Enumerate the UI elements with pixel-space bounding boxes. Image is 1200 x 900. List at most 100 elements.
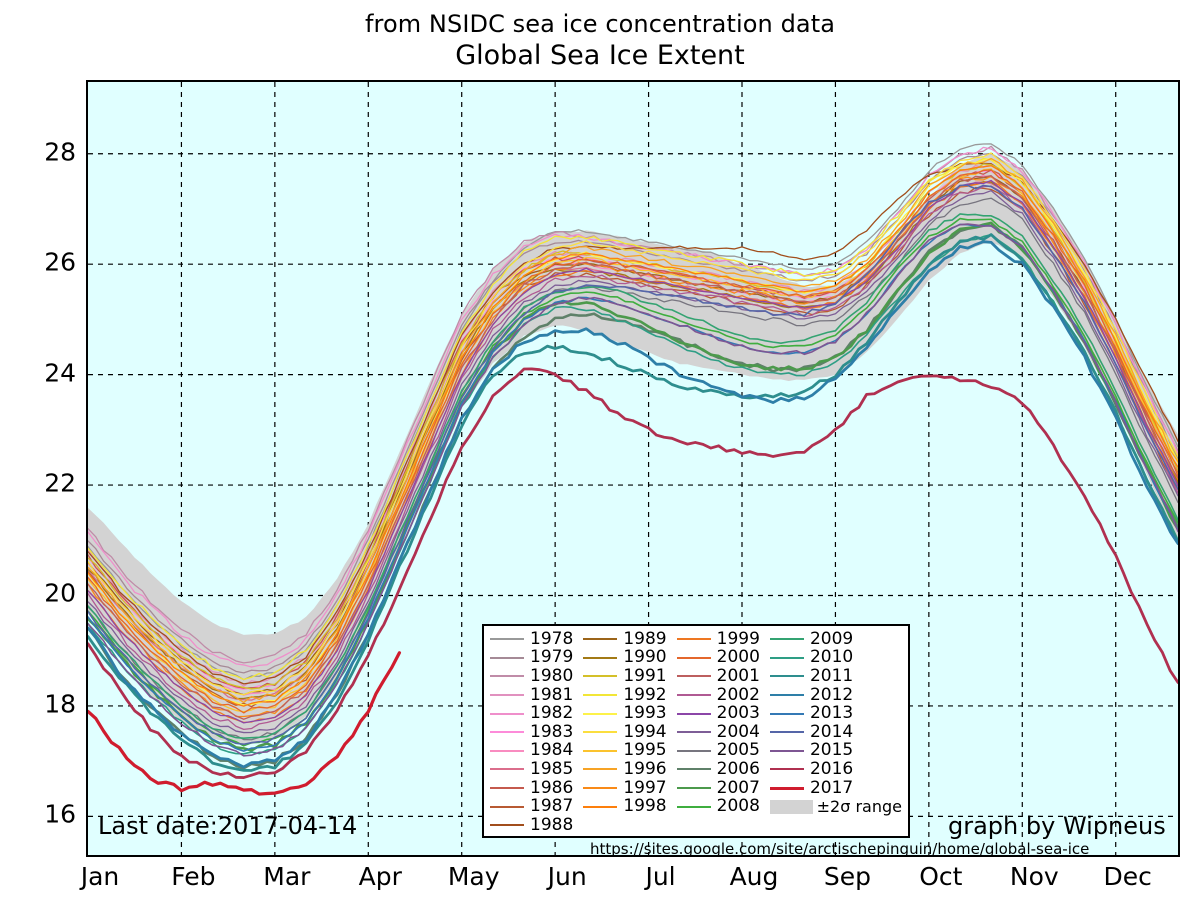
legend-item-1998[interactable]: 1998 (583, 797, 676, 816)
legend-item-1993[interactable]: 1993 (583, 704, 676, 723)
chart-legend: 1978 1979 1980 1981 1982 1983 1984 1985 1986 1987… (482, 624, 910, 838)
legend-swatch-1980 (490, 675, 524, 678)
legend-item-2001[interactable]: 2001 (676, 667, 770, 686)
legend-item-2000[interactable]: 2000 (676, 649, 770, 668)
legend-label-1996: 1996 (623, 758, 667, 779)
legend-item-2005[interactable]: 2005 (676, 742, 770, 761)
legend-swatch-2001 (676, 675, 711, 678)
legend-label-1997: 1997 (623, 777, 667, 798)
legend-swatch-1993 (583, 712, 618, 715)
legend-label-2007: 2007 (716, 777, 760, 798)
series-line-2016 (88, 367, 1178, 779)
legend-item-2004[interactable]: 2004 (676, 721, 770, 742)
legend-item-1996[interactable]: 1996 (583, 760, 676, 779)
legend-label-2017: 2017 (809, 777, 854, 798)
legend-item-1995[interactable]: 1995 (583, 742, 676, 761)
legend-swatch-1996 (583, 768, 618, 771)
legend-item-2002[interactable]: 2002 (676, 684, 770, 705)
legend-item-1987[interactable]: 1987 (490, 797, 583, 816)
legend-item-2006[interactable]: 2006 (676, 758, 770, 779)
last-date-annotation: Last date:2017-04-14 (98, 812, 358, 840)
legend-swatch-1989 (583, 638, 618, 641)
x-tick-dec: Dec (1103, 862, 1152, 891)
legend-label-2006: 2006 (716, 758, 760, 779)
legend-swatch-2007 (676, 787, 711, 790)
source-url: https://sites.google.com/site/arctischep… (590, 840, 1090, 858)
legend-label-2009: 2009 (809, 628, 854, 649)
legend-item-1992[interactable]: 1992 (583, 686, 676, 705)
legend-item-2012[interactable]: 2012 (769, 684, 902, 705)
legend-item-1980[interactable]: 1980 (490, 667, 583, 686)
legend-swatch-2015 (769, 749, 804, 752)
legend-label-1995: 1995 (623, 740, 667, 761)
series-line-2005 (88, 197, 1178, 741)
legend-label-2016: 2016 (809, 758, 854, 779)
legend-item-1984[interactable]: 1984 (490, 742, 583, 761)
legend-item-2015[interactable]: 2015 (769, 742, 902, 761)
legend-item-1981[interactable]: 1981 (490, 686, 583, 705)
legend-label-1982: 1982 (530, 703, 574, 724)
legend-item-2009[interactable]: 2009 (769, 628, 902, 649)
legend-item-2008[interactable]: 2008 (676, 796, 770, 817)
legend-item-1989[interactable]: 1989 (583, 630, 676, 649)
series-line-2001 (88, 175, 1178, 720)
legend-label-1984: 1984 (530, 740, 574, 761)
legend-column-3: 1999 2000 2001 2002 2003 2004 2005 2006 2007 2008 (676, 628, 770, 835)
series-line-2000 (88, 169, 1178, 714)
legend-item-1985[interactable]: 1985 (490, 760, 583, 779)
legend-item-1983[interactable]: 1983 (490, 723, 583, 742)
legend-label-2008: 2008 (716, 796, 760, 817)
legend-item-2010[interactable]: 2010 (769, 649, 902, 668)
legend-item-2017[interactable]: 2017 (769, 777, 902, 798)
legend-swatch-1983 (490, 731, 524, 734)
series-line-2008 (88, 217, 1178, 747)
x-tick-may: May (447, 862, 500, 891)
series-line-2014 (88, 184, 1178, 746)
legend-label-2003: 2003 (716, 703, 760, 724)
legend-item-2016[interactable]: 2016 (769, 758, 902, 779)
legend-swatch-2014 (769, 731, 804, 734)
x-tick-mar: Mar (263, 862, 311, 891)
legend-item-2014[interactable]: 2014 (769, 723, 902, 742)
legend-swatch-2010 (769, 656, 804, 659)
legend-item-1978[interactable]: 1978 (490, 630, 583, 649)
legend-item-1999[interactable]: 1999 (676, 628, 770, 649)
legend-swatch-2012 (769, 694, 804, 697)
x-tick-oct: Oct (919, 862, 963, 891)
x-tick-jul: Jul (645, 862, 676, 891)
legend-item-1991[interactable]: 1991 (583, 667, 676, 686)
x-tick-nov: Nov (1009, 862, 1059, 891)
y-tick-28: 28 (44, 137, 76, 167)
legend-label-1999: 1999 (716, 628, 760, 649)
legend-item-2007[interactable]: 2007 (676, 777, 770, 798)
legend-label-1979: 1979 (530, 647, 574, 668)
series-line-1994 (88, 152, 1178, 696)
legend-label-1998: 1998 (623, 796, 667, 817)
legend-label-2013: 2013 (809, 703, 854, 724)
legend-item-2range[interactable]: ±2σ range (769, 797, 902, 817)
legend-item-1990[interactable]: 1990 (583, 649, 676, 668)
legend-item-1986[interactable]: 1986 (490, 779, 583, 798)
legend-item-1982[interactable]: 1982 (490, 704, 583, 723)
legend-item-2003[interactable]: 2003 (676, 703, 770, 724)
legend-item-1988[interactable]: 1988 (490, 816, 583, 835)
legend-item-1979[interactable]: 1979 (490, 649, 583, 668)
x-tick-feb: Feb (171, 862, 216, 891)
series-line-2012 (88, 240, 1178, 769)
legend-swatch-2011 (769, 675, 804, 678)
series-line-1978 (88, 143, 1178, 681)
legend-label-2range: ±2σ range (816, 797, 902, 817)
legend-item-2013[interactable]: 2013 (769, 703, 902, 724)
legend-label-2002: 2002 (716, 684, 760, 705)
legend-column-1: 1978 1979 1980 1981 1982 1983 1984 1985 1986 1987… (490, 630, 583, 835)
legend-swatch-2009 (769, 638, 804, 641)
legend-swatch-1995 (583, 749, 618, 752)
legend-item-1997[interactable]: 1997 (583, 779, 676, 798)
legend-label-2004: 2004 (716, 721, 760, 742)
legend-label-1985: 1985 (530, 758, 574, 779)
legend-item-1994[interactable]: 1994 (583, 723, 676, 742)
legend-item-2011[interactable]: 2011 (769, 667, 902, 686)
legend-swatch-1998 (583, 805, 618, 808)
legend-label-2012: 2012 (809, 684, 854, 705)
